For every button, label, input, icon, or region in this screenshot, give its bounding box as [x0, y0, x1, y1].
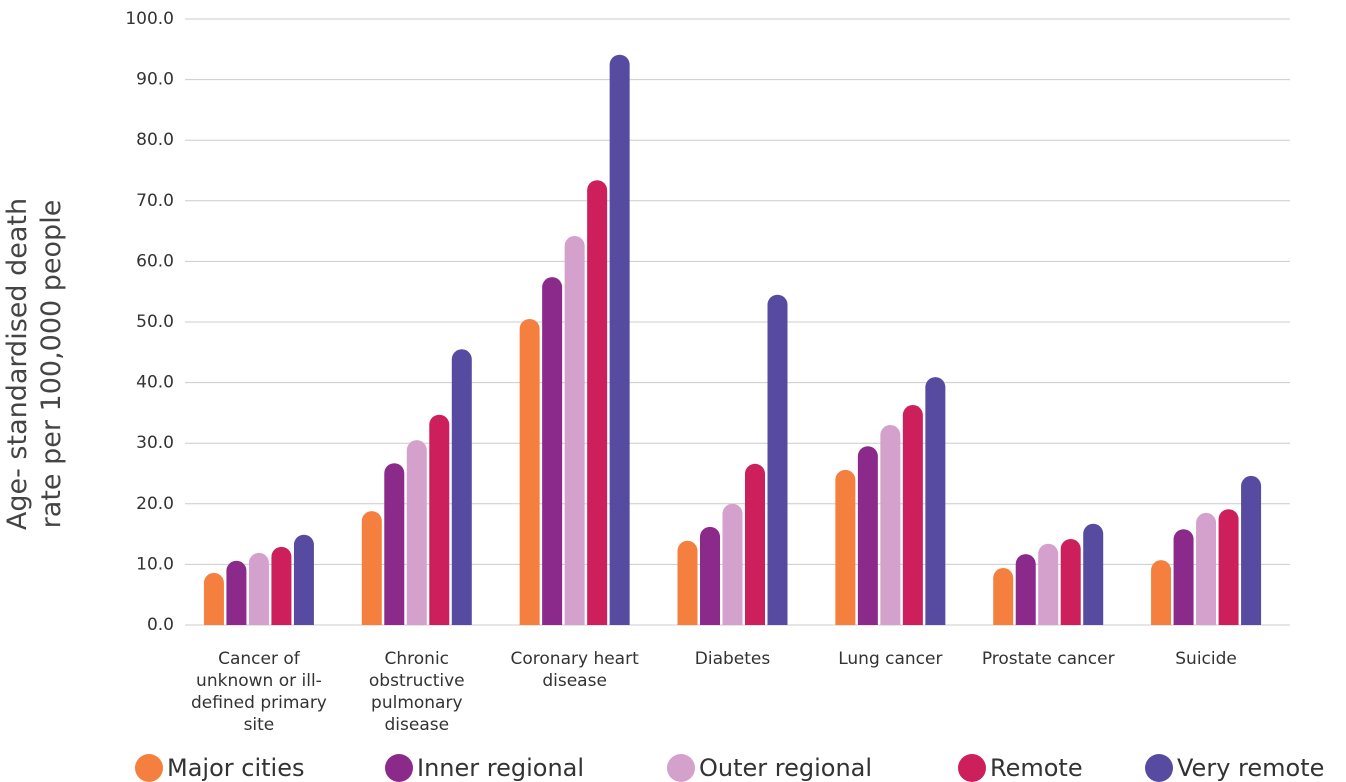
- bar: [677, 540, 698, 625]
- legend-item: Remote: [958, 754, 1083, 782]
- legend-swatch: [385, 754, 413, 782]
- legend-item: Outer regional: [667, 754, 872, 782]
- bar: [542, 277, 563, 625]
- y-tick-label: 80.0: [136, 130, 174, 150]
- bar: [925, 377, 946, 625]
- x-tick-label: Cancer of unknown or ill-defined primary…: [190, 649, 327, 735]
- legend-item: Major cities: [135, 754, 304, 782]
- bar: [1151, 560, 1172, 625]
- bar: [1196, 512, 1217, 625]
- y-tick-label: 20.0: [136, 494, 174, 514]
- legend-swatch: [1145, 754, 1173, 782]
- bar: [429, 414, 450, 625]
- x-tick-label: Suicide: [1175, 649, 1237, 669]
- y-tick-label: 70.0: [136, 191, 174, 211]
- bar: [406, 440, 427, 625]
- legend-label: Outer regional: [699, 754, 873, 782]
- legend-label: Major cities: [167, 754, 305, 782]
- bar: [1060, 538, 1081, 625]
- bar: [767, 294, 788, 625]
- legend-swatch: [958, 754, 986, 782]
- bar: [700, 526, 720, 625]
- bar: [722, 503, 743, 625]
- bar: [361, 511, 382, 625]
- legend-swatch: [667, 754, 695, 782]
- bar: [1038, 543, 1059, 625]
- y-axis-label: Age- standardised death rate per 100,000…: [2, 197, 67, 531]
- y-tick-label: 0.0: [147, 615, 174, 635]
- bar: [745, 463, 765, 625]
- y-tick-label: 50.0: [136, 312, 174, 332]
- bar: [271, 546, 292, 625]
- legend-label: Remote: [990, 754, 1083, 782]
- legend-label: Inner regional: [417, 754, 585, 782]
- y-tick-label: 100.0: [125, 9, 174, 29]
- y-tick-label: 40.0: [136, 373, 174, 393]
- bar: [902, 405, 923, 625]
- x-tick-label: Chronic obstructive pulmonary disease: [368, 649, 465, 735]
- legend-swatch: [135, 754, 163, 782]
- legend-label: Very remote: [1177, 754, 1325, 782]
- bar: [451, 349, 472, 625]
- y-tick-label: 60.0: [136, 251, 174, 271]
- x-tick-label: Prostate cancer: [981, 649, 1115, 669]
- bar: [248, 552, 269, 625]
- y-tick-label: 30.0: [136, 433, 174, 453]
- y-tick-label: 90.0: [136, 70, 174, 90]
- bar: [203, 572, 224, 625]
- bar: [293, 534, 314, 625]
- bar: [880, 425, 901, 625]
- bar: [609, 54, 630, 625]
- bar: [1241, 475, 1262, 625]
- bar: [993, 568, 1014, 625]
- bar: [1218, 509, 1239, 625]
- x-tick-label: Lung cancer: [838, 649, 943, 669]
- bar: [1083, 523, 1104, 625]
- bar: [519, 318, 540, 625]
- x-tick-label: Coronary heart disease: [510, 649, 639, 691]
- bar: [564, 235, 585, 626]
- legend-item: Very remote: [1145, 754, 1324, 782]
- bar: [384, 463, 405, 625]
- bar: [226, 560, 247, 625]
- x-tick-label: Diabetes: [694, 649, 771, 669]
- bar: [1015, 554, 1036, 625]
- bar: [1173, 529, 1194, 625]
- bar: [857, 446, 878, 625]
- legend-item: Inner regional: [385, 754, 584, 782]
- bar: [835, 469, 856, 625]
- y-tick-label: 10.0: [136, 554, 174, 574]
- bar: [587, 180, 608, 626]
